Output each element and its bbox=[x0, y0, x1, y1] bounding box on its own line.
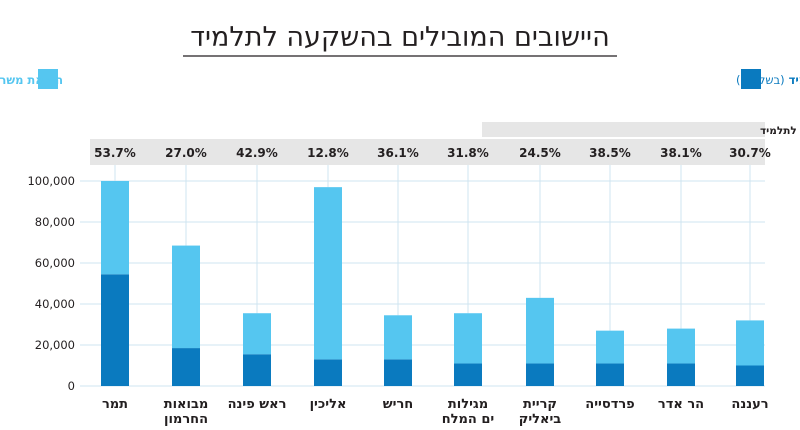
percent-value: 36.1% bbox=[377, 146, 419, 160]
x-category-label-line: מבואות bbox=[164, 397, 209, 412]
bar-segment-education bbox=[454, 313, 482, 364]
y-tick-label: 0 bbox=[68, 379, 75, 393]
bar-segment-local bbox=[243, 354, 271, 386]
x-category-label: מבואות החרמון bbox=[164, 397, 209, 427]
x-category-label-line: תמר bbox=[102, 397, 128, 412]
x-category-label-line: החרמון bbox=[164, 412, 208, 427]
bar-segment-education bbox=[736, 320, 764, 366]
x-category-label-line: מגילות bbox=[448, 397, 488, 412]
bar-segment-local bbox=[736, 365, 764, 386]
y-tick-label: 40,000 bbox=[35, 297, 75, 311]
x-category-label: תמר bbox=[102, 397, 128, 412]
bar-segment-education bbox=[243, 313, 271, 355]
x-category-label-line: קריית bbox=[523, 397, 557, 412]
percent-value: 42.9% bbox=[236, 146, 278, 160]
percent-band bbox=[90, 139, 765, 165]
x-category-label-line: רעננה bbox=[731, 397, 768, 412]
legend-swatch-education bbox=[38, 69, 58, 89]
bar-segment-education bbox=[314, 187, 342, 360]
x-category-label-line: ים המלח bbox=[442, 412, 495, 427]
legend-swatch-local bbox=[741, 69, 761, 89]
bar-segment-local bbox=[526, 363, 554, 386]
x-category-label-line: הר אדר bbox=[658, 397, 704, 412]
percent-value: 38.1% bbox=[660, 146, 702, 160]
bar-segment-education bbox=[101, 181, 129, 275]
x-category-label: מגילות ים המלח bbox=[442, 397, 495, 427]
percent-header: אחוז השקעת הרשות מתוך ההוצאה הציבורית לת… bbox=[760, 125, 800, 137]
chart-title: היישובים המובילים בהשקעה לתלמיד bbox=[190, 22, 609, 53]
percent-header-band bbox=[482, 122, 765, 137]
x-category-label-line: ביאליק bbox=[519, 412, 562, 427]
percent-value: 24.5% bbox=[519, 146, 561, 160]
bar-segment-education bbox=[384, 315, 412, 360]
y-tick-label: 20,000 bbox=[35, 338, 75, 352]
x-category-label: רעננה bbox=[731, 397, 768, 412]
x-category-label-line: אליכין bbox=[310, 397, 347, 412]
x-category-label: פרדסייה bbox=[585, 397, 634, 412]
y-tick-label: 80,000 bbox=[35, 215, 75, 229]
bar-segment-local bbox=[384, 359, 412, 386]
percent-value: 53.7% bbox=[94, 146, 136, 160]
bar-segment-education bbox=[596, 330, 624, 364]
x-category-label: אליכין bbox=[310, 397, 347, 412]
bar-segment-local bbox=[596, 363, 624, 386]
y-tick-label: 60,000 bbox=[35, 256, 75, 270]
bar-segment-education bbox=[667, 328, 695, 364]
bar-segment-local bbox=[314, 359, 342, 386]
bar-segment-education bbox=[526, 297, 554, 364]
percent-value: 12.8% bbox=[307, 146, 349, 160]
percent-value: 30.7% bbox=[729, 146, 771, 160]
bar-segment-local bbox=[101, 274, 129, 386]
y-tick-label: 100,000 bbox=[27, 174, 75, 188]
x-category-label: ראש פינה bbox=[228, 397, 287, 412]
bar-segment-local bbox=[172, 348, 200, 386]
x-category-label-line: פרדסייה bbox=[585, 397, 634, 412]
x-category-label: הר אדר bbox=[658, 397, 704, 412]
x-category-label: קריית ביאליק bbox=[519, 397, 562, 427]
legend-unit-local: (בשקלים) bbox=[736, 73, 785, 87]
x-category-label-line: ראש פינה bbox=[228, 397, 287, 412]
x-category-label-line: חריש bbox=[383, 397, 413, 412]
bar-segment-local bbox=[667, 363, 695, 386]
x-category-label: חריש bbox=[383, 397, 413, 412]
bar-segment-local bbox=[454, 363, 482, 386]
legend-label-local: הוצאת הרשות המקומית לתלמיד (בשקלים) bbox=[736, 73, 800, 87]
percent-value: 38.5% bbox=[589, 146, 631, 160]
percent-value: 31.8% bbox=[447, 146, 489, 160]
legend-label-education: הוצאת משרד החינוך לתלמיד (בשקלים) bbox=[0, 73, 63, 87]
percent-value: 27.0% bbox=[165, 146, 207, 160]
bar-segment-education bbox=[172, 245, 200, 349]
